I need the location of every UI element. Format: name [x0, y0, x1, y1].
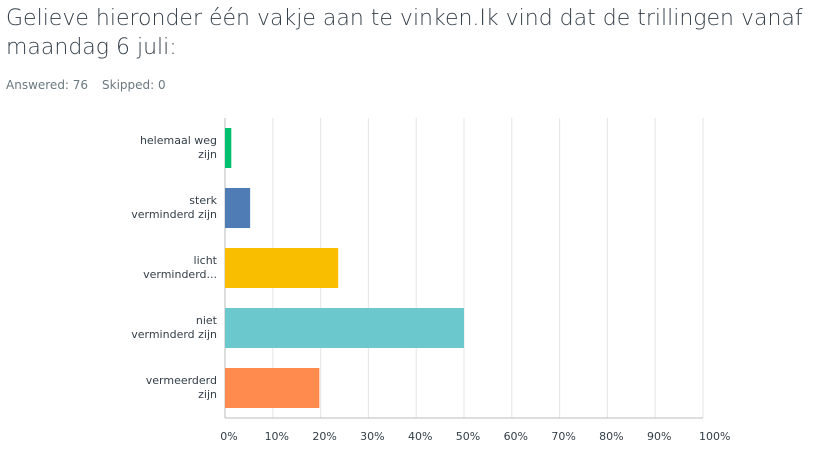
x-tick-label: 70% — [551, 430, 575, 443]
category-label: sterk verminderd zijn — [131, 194, 217, 221]
x-tick-label: 30% — [360, 430, 384, 443]
x-tick-label: 90% — [647, 430, 671, 443]
x-tick-label: 40% — [408, 430, 432, 443]
category-label: helemaal weg zijn — [139, 134, 217, 161]
bar — [225, 248, 339, 288]
skipped-count: Skipped: 0 — [102, 78, 166, 92]
x-tick-label: 50% — [456, 430, 480, 443]
x-tick-label: 60% — [504, 430, 528, 443]
bar — [225, 308, 464, 348]
answered-count: Answered: 76 — [6, 78, 89, 92]
category-label: niet verminderd zijn — [131, 314, 217, 341]
x-tick-label: 80% — [599, 430, 623, 443]
bar — [225, 188, 251, 228]
x-tick-label: 0% — [220, 430, 237, 443]
category-label: vermeerderd zijn — [145, 374, 217, 401]
chart-title: Gelieve hieronder één vakje aan te vinke… — [6, 6, 803, 60]
category-label: licht verminderd... — [143, 254, 217, 281]
x-tick-label: 20% — [312, 430, 336, 443]
x-tick-label: 10% — [265, 430, 289, 443]
bar — [225, 128, 232, 168]
x-tick-label: 100% — [699, 430, 730, 443]
bar — [225, 368, 320, 408]
